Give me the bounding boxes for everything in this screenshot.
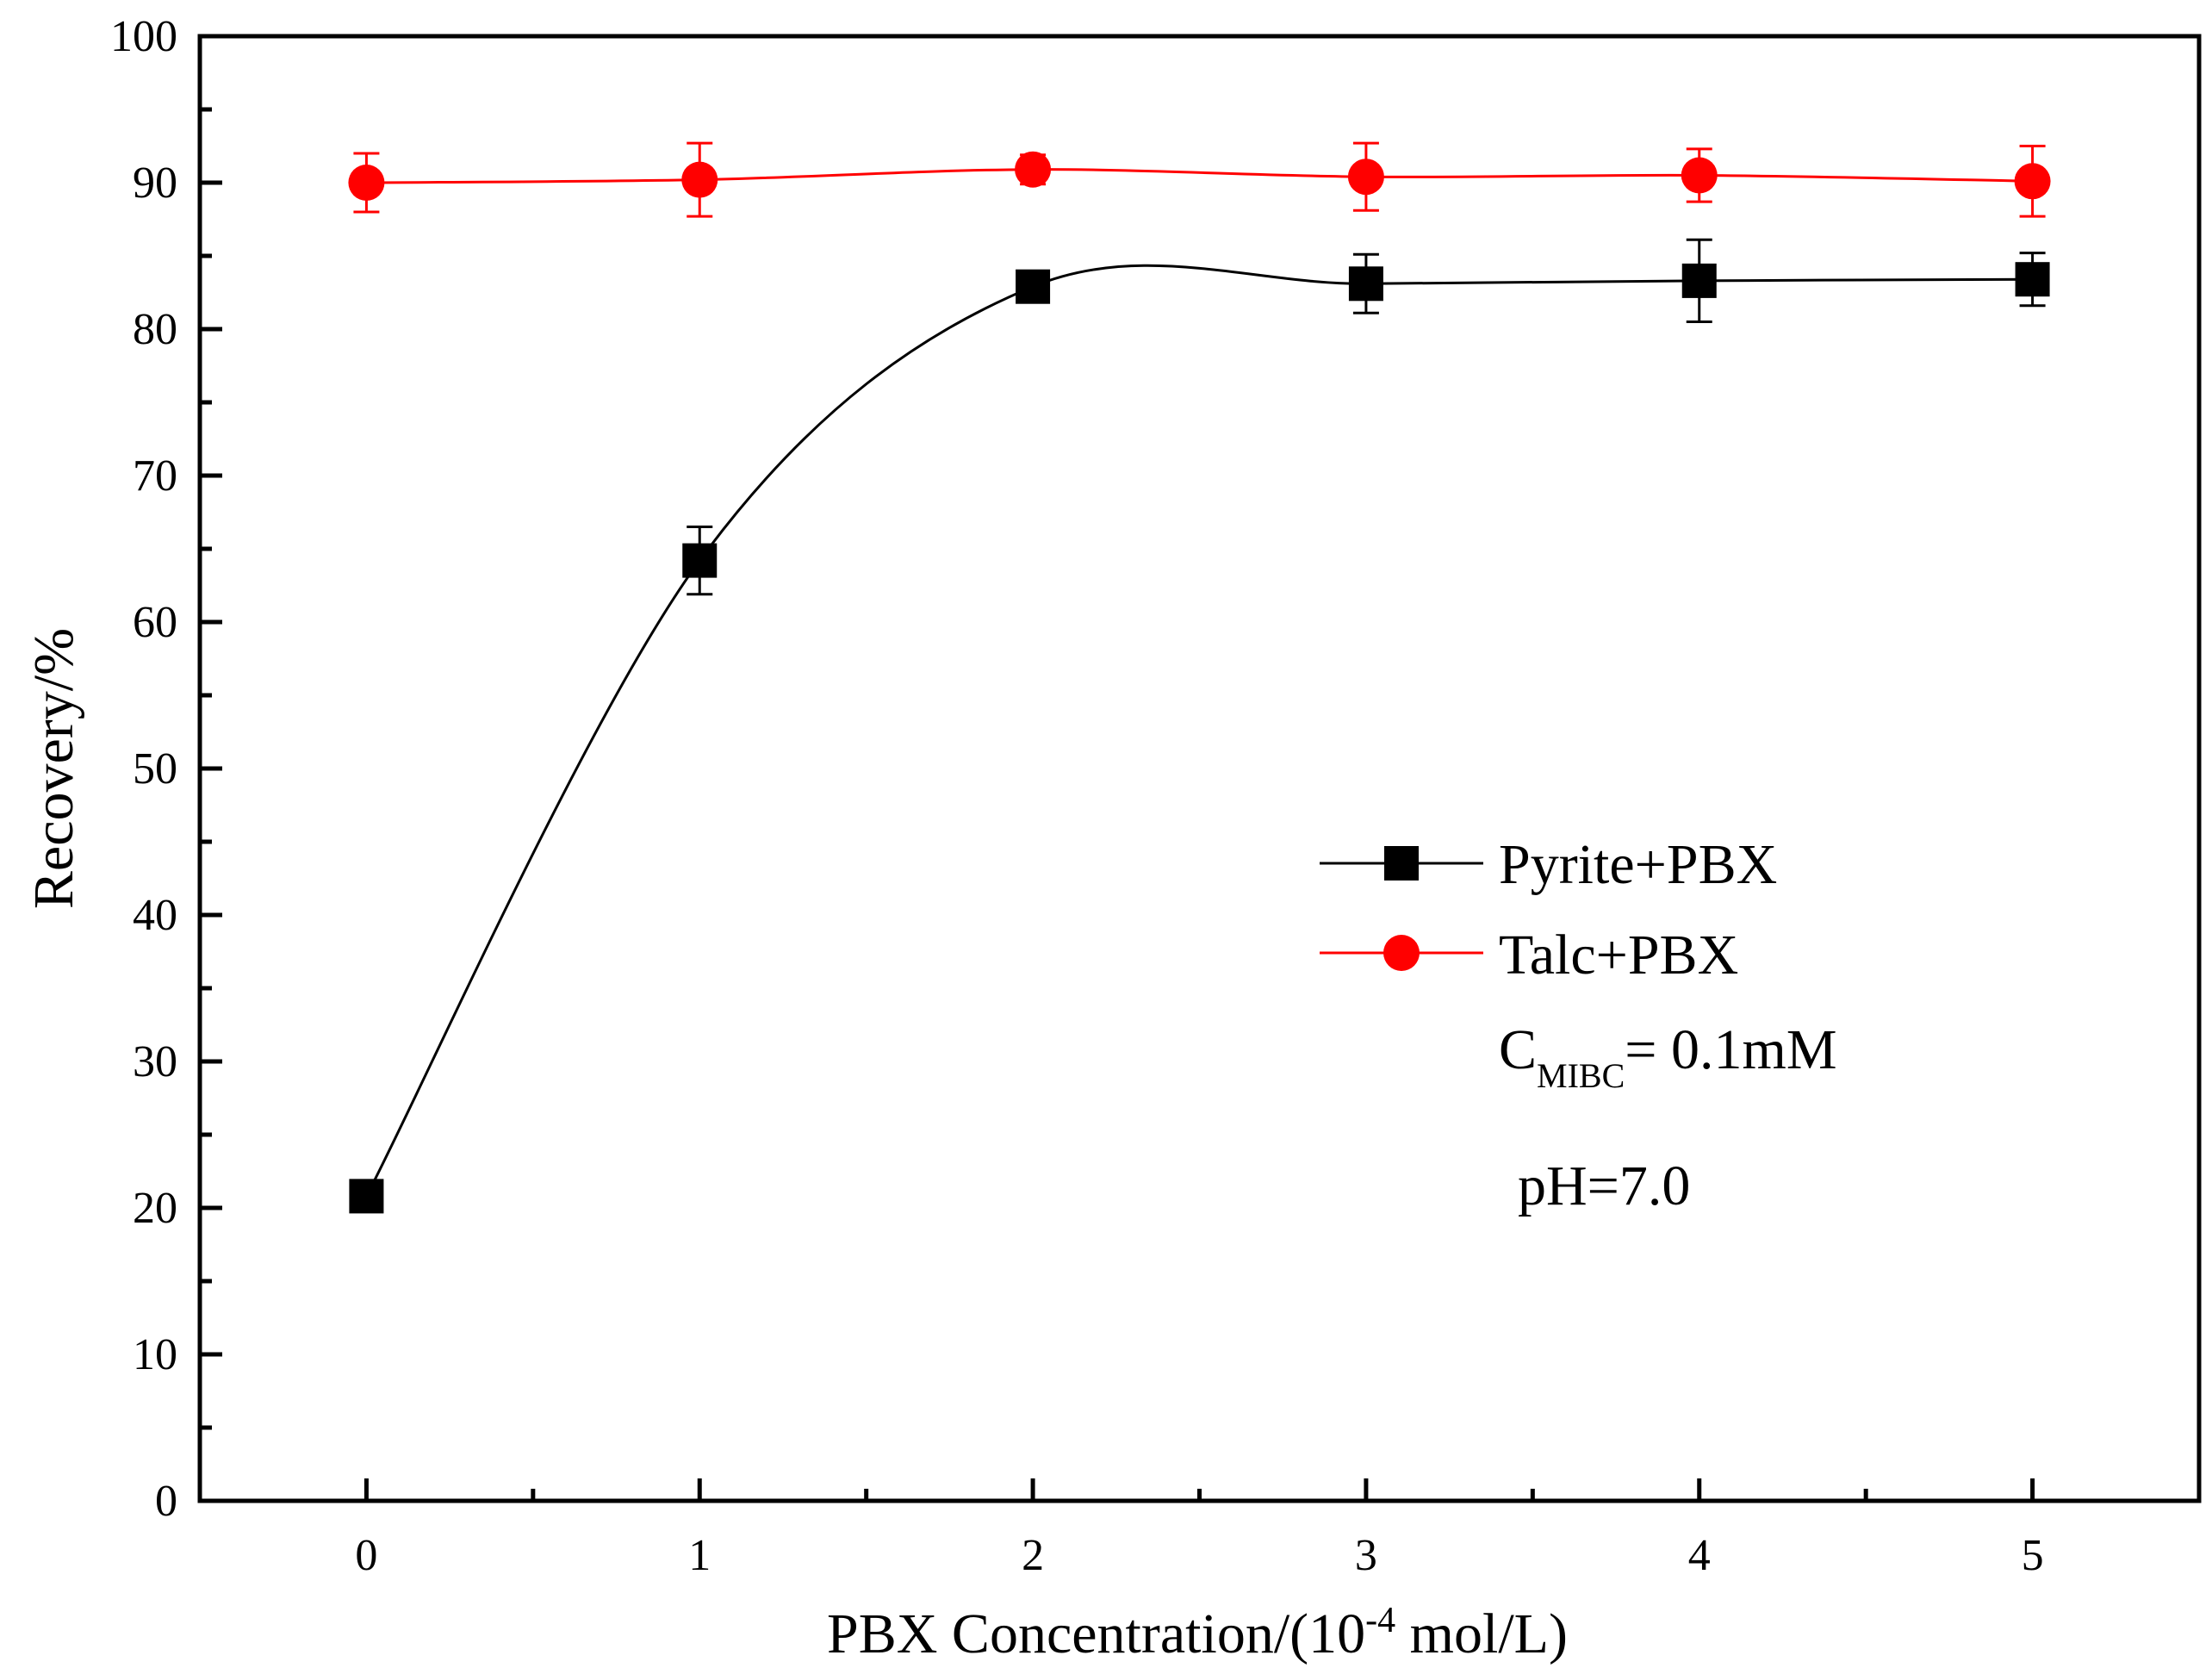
- data-point-talc: [681, 161, 718, 198]
- legend-item-pyrite: Pyrite+PBX: [1320, 833, 1777, 896]
- data-point-talc: [2014, 163, 2051, 200]
- x-axis-title: PBX Concentration/(10-4 mol/L): [827, 1601, 1568, 1665]
- legend: Pyrite+PBX Talc+PBX: [1320, 833, 1777, 986]
- data-point-pyrite: [2015, 262, 2050, 297]
- x-tick-label: 1: [688, 1531, 711, 1580]
- data-point-pyrite: [1681, 263, 1717, 298]
- y-tick-label: 0: [155, 1477, 177, 1526]
- annotation-mibc-concentration: CMIBC= 0.1mM: [1499, 1018, 1837, 1095]
- x-axis: 0 1 2 3 4 5: [355, 1478, 2044, 1580]
- y-tick-label: 20: [133, 1184, 177, 1233]
- y-tick-label: 50: [133, 744, 177, 793]
- series-talc: [348, 141, 2051, 218]
- series-line-talc: [366, 168, 2033, 184]
- data-point-pyrite: [1016, 269, 1051, 304]
- legend-label-talc: Talc+PBX: [1499, 924, 1738, 986]
- x-tick-label: 2: [1022, 1531, 1044, 1580]
- data-point-talc: [1681, 157, 1718, 194]
- annotation-ph: pH=7.0: [1518, 1154, 1690, 1217]
- series-pyrite: [349, 238, 2050, 1214]
- y-tick-label: 100: [110, 12, 177, 61]
- legend-item-talc: Talc+PBX: [1320, 924, 1738, 986]
- data-point-talc: [1347, 159, 1384, 196]
- y-tick-label: 30: [133, 1037, 177, 1086]
- data-point-pyrite: [349, 1179, 384, 1214]
- y-tick-label: 90: [133, 159, 177, 208]
- x-tick-label: 5: [2022, 1531, 2044, 1580]
- y-tick-label: 40: [133, 891, 177, 940]
- y-tick-label: 60: [133, 598, 177, 647]
- legend-label-pyrite: Pyrite+PBX: [1499, 833, 1777, 896]
- x-tick-label: 4: [1688, 1531, 1711, 1580]
- y-tick-label: 70: [133, 451, 177, 501]
- y-tick-label: 80: [133, 305, 177, 354]
- x-tick-label: 0: [355, 1531, 377, 1580]
- data-point-pyrite: [1348, 266, 1383, 302]
- x-tick-label: 3: [1355, 1531, 1377, 1580]
- data-point-pyrite: [682, 543, 718, 578]
- data-point-talc: [348, 165, 385, 201]
- y-axis: 0 10 20 30 40 50 60 70 80 90 100: [110, 12, 222, 1526]
- plot-area-frame: [197, 34, 2202, 1503]
- data-point-talc: [1015, 151, 1052, 188]
- y-axis-title: Recovery/%: [22, 628, 85, 909]
- legend-marker-pyrite: [1384, 846, 1419, 881]
- legend-marker-talc: [1383, 935, 1420, 971]
- series-layer: [348, 141, 2051, 1214]
- y-tick-label: 10: [133, 1330, 177, 1379]
